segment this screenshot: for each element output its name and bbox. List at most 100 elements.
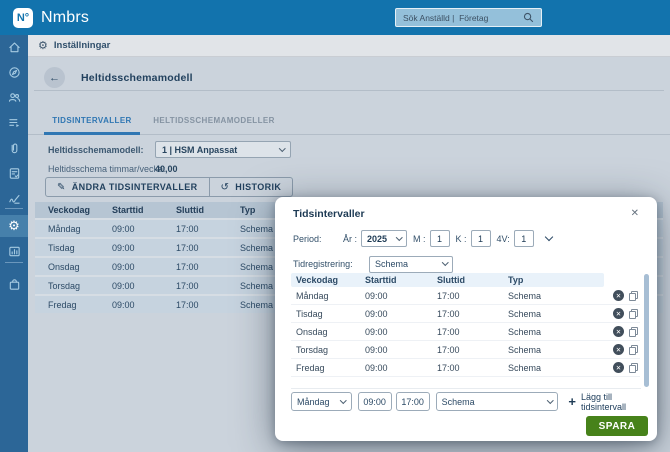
history-icon: ↺ <box>220 181 230 193</box>
save-button[interactable]: SPARA <box>586 416 648 436</box>
cell-start: 09:00 <box>112 280 135 291</box>
edit-intervals-button[interactable]: ✎ ÄNDRA TIDSINTERVALLER <box>46 178 209 196</box>
type-select-value: Schema <box>441 396 475 407</box>
global-search[interactable] <box>395 8 542 27</box>
cell-day: Måndag <box>48 223 81 234</box>
year-label: År : <box>343 233 358 244</box>
sidebar-item-employees[interactable] <box>0 88 28 106</box>
delete-interval-button[interactable]: ✕ <box>613 362 624 373</box>
fourweek-label: 4V: <box>496 233 510 244</box>
year-value: 2025 <box>367 233 388 244</box>
cell-start: 09:00 <box>112 299 135 310</box>
history-button[interactable]: ↺ HISTORIK <box>208 178 293 196</box>
year-select[interactable]: 2025 <box>361 230 408 247</box>
month-input[interactable] <box>429 230 450 247</box>
scrollbar[interactable] <box>644 274 649 387</box>
day-select[interactable]: Måndag <box>291 392 352 411</box>
settings-gear-icon: ⚙ <box>38 39 48 52</box>
add-interval-label: Lägg till tidsintervall <box>581 391 627 412</box>
cell-day: Fredag <box>296 362 325 373</box>
sidebar-item-reports[interactable] <box>0 242 28 260</box>
close-button[interactable]: ✕ <box>629 206 641 221</box>
home-icon <box>8 41 20 52</box>
cell-end: 17:00 <box>437 362 460 373</box>
model-select[interactable]: 1 | HSM Anpassat <box>155 141 291 158</box>
search-icon[interactable] <box>523 12 537 23</box>
month-label: M : <box>413 233 426 244</box>
search-input[interactable] <box>396 12 523 23</box>
chevron-down-icon <box>441 259 448 266</box>
delete-x-icon: ✕ <box>615 346 622 354</box>
chart-icon <box>8 246 20 256</box>
tab-tidsintervaller[interactable]: TIDSINTERVALLER <box>44 107 140 135</box>
cell-day: Tisdag <box>296 308 323 319</box>
add-interval-button[interactable]: + Lägg till tidsintervall <box>568 392 657 412</box>
sidebar: ⚙ <box>0 35 28 452</box>
quarter-label: K : <box>455 233 467 244</box>
cell-start: 09:00 <box>112 223 135 234</box>
add-interval-row: Måndag Schema + Lägg till tidsintervall <box>291 392 657 412</box>
breadcrumb-label[interactable]: Inställningar <box>53 40 111 51</box>
quarter-input[interactable] <box>470 230 491 247</box>
registration-row: Tidregistrering: Schema <box>293 255 453 273</box>
copy-interval-button[interactable] <box>629 362 638 373</box>
sidebar-item-settings[interactable]: ⚙ <box>0 215 28 237</box>
page-title: Heltidsschemamodell <box>81 72 193 84</box>
cell-type: Schema <box>240 242 274 253</box>
sidebar-item-signature[interactable] <box>0 189 28 207</box>
sidebar-item-shop[interactable] <box>0 275 28 293</box>
start-time-input[interactable] <box>357 392 392 411</box>
cell-day: Fredag <box>48 299 77 310</box>
close-icon: ✕ <box>630 208 639 219</box>
col-header-end: Sluttid <box>432 273 503 287</box>
cell-day: Måndag <box>296 290 329 301</box>
cell-type: Schema <box>508 308 542 319</box>
cell-day: Torsdag <box>296 344 329 355</box>
cell-end: 17:00 <box>176 242 199 253</box>
delete-x-icon: ✕ <box>615 292 622 300</box>
sidebar-divider <box>5 262 23 263</box>
period-expand-button[interactable] <box>544 232 553 242</box>
divider <box>291 388 641 389</box>
cell-day: Onsdag <box>48 261 80 272</box>
sidebar-item-forms[interactable] <box>0 164 28 182</box>
hours-value: 40,00 <box>155 164 178 174</box>
copy-interval-button[interactable] <box>629 290 638 301</box>
tab-heltidsschemamodeller[interactable]: HELTIDSSCHEMAMODELLER <box>153 116 275 125</box>
cell-end: 17:00 <box>437 308 460 319</box>
cell-end: 17:00 <box>176 299 199 310</box>
period-label: Period: <box>293 233 322 244</box>
divider <box>34 90 664 91</box>
end-time-input[interactable] <box>395 392 430 411</box>
back-button[interactable]: ← <box>44 67 65 88</box>
intervals-header-row: Veckodag Starttid Sluttid Typ <box>291 273 640 287</box>
col-header-type: Typ <box>503 273 604 287</box>
nmbrs-logo-icon[interactable]: N° <box>13 7 33 28</box>
hours-label: Heltidsschema timmar/vecka: <box>48 164 166 174</box>
sidebar-item-attachments[interactable] <box>0 139 28 157</box>
cell-end: 17:00 <box>437 344 460 355</box>
interval-row: Torsdag 09:00 17:00 Schema ✕ <box>291 341 640 359</box>
interval-row: Onsdag 09:00 17:00 Schema ✕ <box>291 323 640 341</box>
tab-bar: TIDSINTERVALLER HELTIDSSCHEMAMODELLER <box>28 107 670 135</box>
fourweek-input[interactable] <box>513 230 534 247</box>
copy-interval-button[interactable] <box>629 308 638 319</box>
sidebar-item-tasks[interactable] <box>0 113 28 131</box>
delete-interval-button[interactable]: ✕ <box>613 344 624 355</box>
cell-start: 09:00 <box>365 326 388 337</box>
sidebar-item-home[interactable] <box>0 38 28 56</box>
delete-x-icon: ✕ <box>615 310 622 318</box>
tidsintervaller-dialog: Tidsintervaller ✕ Period: År : 2025 M : … <box>275 197 657 441</box>
copy-interval-button[interactable] <box>629 326 638 337</box>
delete-interval-button[interactable]: ✕ <box>613 308 624 319</box>
cell-start: 09:00 <box>365 290 388 301</box>
bag-icon <box>9 278 19 290</box>
dialog-title: Tidsintervaller <box>293 208 365 220</box>
registration-select[interactable]: Schema <box>369 255 453 273</box>
copy-interval-button[interactable] <box>629 344 638 355</box>
chevron-down-icon <box>544 232 553 242</box>
delete-interval-button[interactable]: ✕ <box>613 326 624 337</box>
sidebar-item-explore[interactable] <box>0 63 28 81</box>
type-select[interactable]: Schema <box>435 392 559 411</box>
delete-interval-button[interactable]: ✕ <box>613 290 624 301</box>
